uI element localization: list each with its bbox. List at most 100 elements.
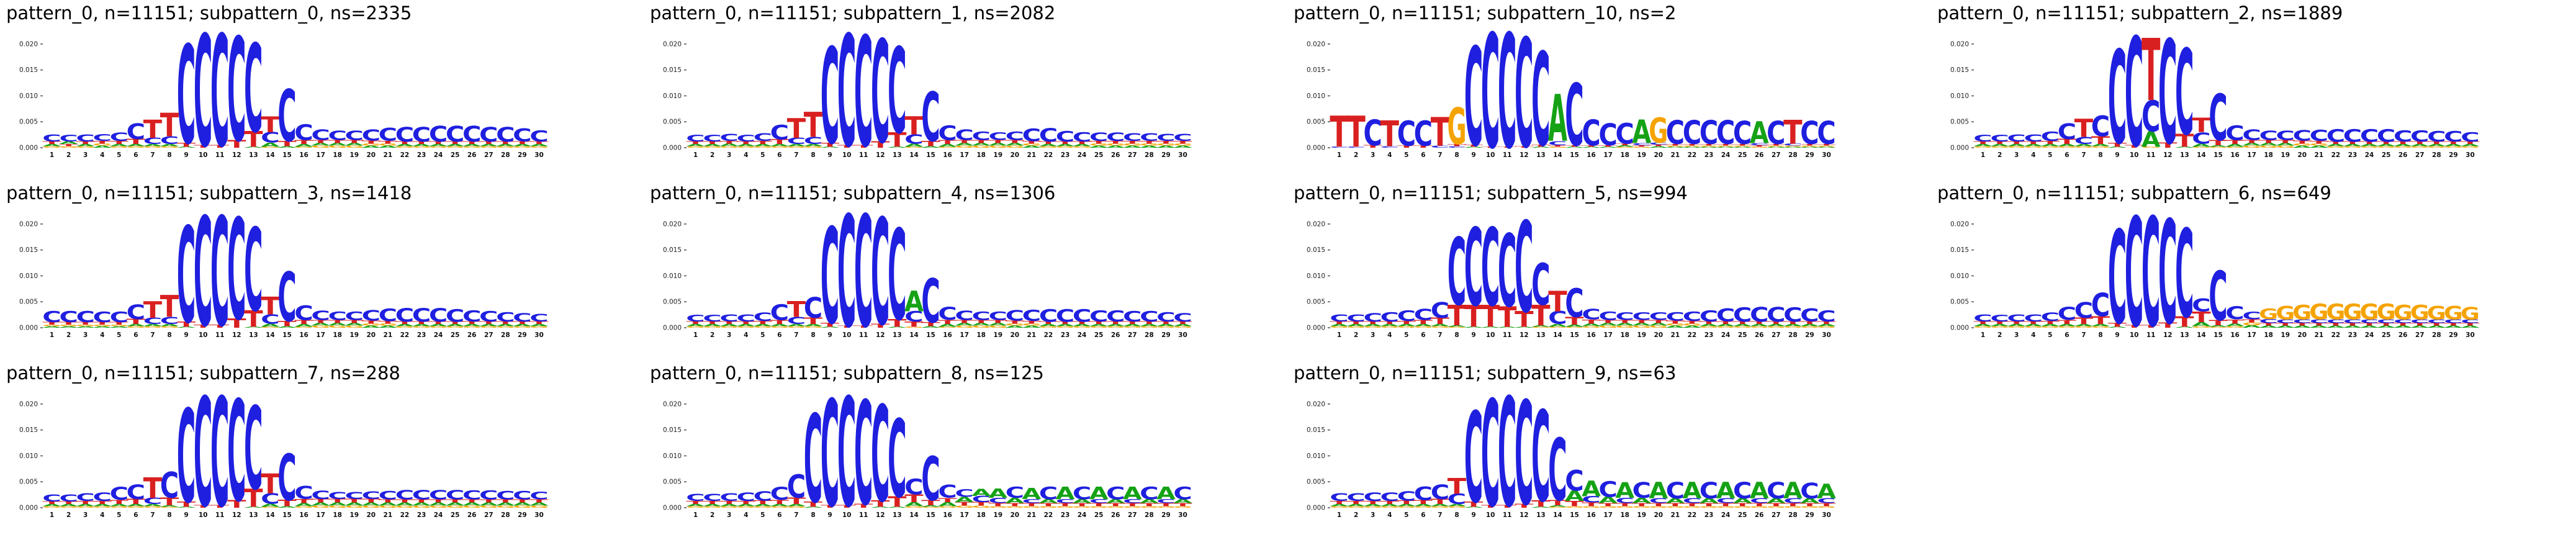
logo-letter-C: C — [244, 385, 263, 516]
x-tick-label: 9 — [827, 151, 832, 159]
x-tick-label: 9 — [1471, 331, 1475, 339]
logo-letter-G: G — [988, 325, 1007, 328]
logo-letter-A: A — [1380, 323, 1399, 326]
logo-letter-A: A — [42, 326, 61, 328]
logo-letter-G: G — [1733, 326, 1752, 328]
logo-letter-C: C — [1632, 479, 1651, 503]
logo-letter-A: A — [1413, 503, 1433, 506]
x-tick-label: 23 — [2348, 151, 2358, 159]
logo-letter-T: T — [1073, 502, 1092, 507]
logo-letter-G: G — [686, 326, 705, 328]
logo-letter-T: T — [1615, 319, 1634, 324]
logo-letter-C: C — [2209, 258, 2227, 336]
logo-letter-T: T — [345, 498, 364, 504]
logo-letter-A: A — [395, 323, 414, 326]
logo-letter-T: T — [529, 498, 549, 503]
logo-letter-G: G — [1447, 98, 1466, 156]
logo-letter-G: G — [736, 506, 755, 508]
logo-letter-G: G — [1447, 326, 1466, 328]
logo-letter-A: A — [719, 503, 739, 506]
logo-letter-C: C — [1767, 115, 1785, 151]
x-tick-label: 17 — [1603, 511, 1613, 519]
logo-letter-G: G — [1156, 143, 1176, 146]
logo-letter-A: A — [126, 143, 145, 146]
logo-letter-G: G — [803, 326, 822, 328]
logo-letter-C: C — [479, 308, 498, 325]
logo-letter-T: T — [1431, 109, 1449, 155]
x-tick-label: 21 — [1027, 511, 1037, 519]
logo-letter-T: T — [686, 500, 705, 505]
logo-letter-C: C — [938, 304, 957, 325]
logo-letter-G: G — [971, 325, 991, 328]
logo-letter-A: A — [2007, 143, 2026, 146]
logo-letter-C: C — [1750, 497, 1768, 505]
x-tick-label: 27 — [484, 151, 493, 159]
x-tick-label: 14 — [266, 151, 275, 159]
logo-letter-A: A — [429, 502, 448, 506]
x-tick-label: 23 — [1705, 511, 1714, 519]
logo-letter-A: A — [1073, 143, 1092, 146]
x-tick-label: 12 — [2163, 151, 2173, 159]
x-tick-label: 25 — [1094, 151, 1104, 159]
logo-letter-T: T — [2108, 322, 2127, 328]
logo-letter-T: T — [719, 500, 739, 505]
x-tick-label: 10 — [842, 151, 852, 159]
logo-letter-G: G — [429, 326, 448, 328]
logo-letter-C: C — [1089, 130, 1108, 144]
logo-letter-G: G — [736, 146, 755, 148]
x-tick-label: 29 — [2449, 331, 2458, 339]
logo-letter-T: T — [1515, 146, 1534, 148]
logo-letter-C: C — [2091, 287, 2110, 324]
logo-letter-G: G — [361, 505, 381, 508]
logo-letter-T: T — [127, 318, 146, 326]
logo-letter-G: G — [2225, 326, 2245, 328]
logo-letter-G: G — [2024, 146, 2043, 148]
x-tick-label: 1 — [1981, 151, 1985, 159]
logo-letter-C: C — [754, 310, 772, 324]
logo-letter-T: T — [1733, 144, 1752, 146]
y-tick-label: 0.010 — [663, 92, 682, 100]
logo-letter-A: A — [921, 326, 940, 328]
logo-letter-A: A — [753, 323, 772, 326]
logo-letter-C: C — [971, 494, 990, 504]
logo-letter-G: G — [2192, 326, 2211, 328]
logo-letter-T: T — [177, 142, 196, 148]
x-tick-label: 27 — [484, 511, 493, 519]
logo-letter-T: T — [210, 324, 230, 329]
x-tick-label: 3 — [2014, 151, 2019, 159]
logo-letter-G: G — [1447, 506, 1466, 508]
x-tick-label: 8 — [811, 331, 815, 339]
logo-letter-T: T — [1022, 502, 1042, 507]
logo-panel: pattern_0, n=11151; subpattern_1, ns=208… — [644, 0, 1287, 180]
logo-letter-A: A — [1716, 477, 1736, 504]
logo-letter-G: G — [971, 145, 991, 148]
x-tick-label: 19 — [993, 511, 1002, 519]
logo-letter-T: T — [93, 322, 112, 325]
logo-letter-T: T — [1531, 299, 1551, 332]
logo-letter-T: T — [2310, 323, 2329, 326]
logo-letter-C: C — [2041, 310, 2060, 324]
logo-letter-C: C — [462, 307, 481, 325]
x-tick-label: 15 — [1570, 151, 1579, 159]
logo-letter-C: C — [92, 309, 111, 326]
x-tick-label: 30 — [2466, 151, 2475, 159]
logo-letter-C: C — [2259, 128, 2277, 143]
logo-letter-C: C — [1073, 130, 1091, 145]
logo-letter-T: T — [719, 140, 739, 144]
x-tick-label: 15 — [282, 151, 292, 159]
x-tick-label: 28 — [1788, 151, 1798, 159]
logo-letter-G: G — [2410, 301, 2430, 324]
logo-letter-G: G — [1413, 506, 1433, 508]
logo-letter-T: T — [462, 498, 482, 503]
logo-letter-T: T — [1448, 474, 1466, 499]
logo-letter-A: A — [1649, 322, 1668, 326]
logo-letter-A: A — [1038, 143, 1058, 146]
logo-letter-C: C — [1022, 498, 1041, 505]
x-tick-label: 22 — [1044, 331, 1053, 339]
logo-letter-C: C — [2225, 122, 2244, 145]
logo-letter-C: C — [1346, 313, 1365, 324]
logo-panel: pattern_0, n=11151; subpattern_8, ns=125… — [644, 360, 1287, 540]
x-tick-label: 16 — [943, 511, 952, 519]
x-tick-label: 15 — [926, 151, 935, 159]
x-tick-label: 25 — [451, 511, 460, 519]
